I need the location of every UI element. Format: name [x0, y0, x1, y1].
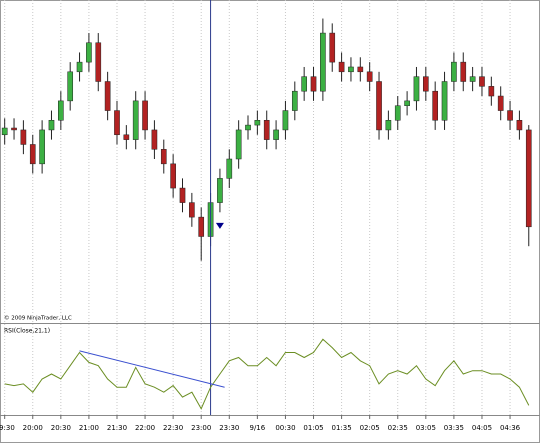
rsi-line — [4, 338, 530, 410]
candle-body — [291, 90, 298, 111]
candle-body — [348, 66, 354, 73]
candle-body — [441, 81, 448, 121]
candle-body — [170, 163, 176, 189]
x-tick-label: 22:30 — [163, 424, 183, 432]
copyright: © 2009 NinjaTrader, LLC — [4, 315, 72, 322]
candle-body — [67, 71, 74, 102]
candle-body — [432, 90, 439, 121]
candle-body — [376, 81, 382, 131]
x-tick-label: 23:00 — [191, 424, 211, 432]
trend-line — [79, 350, 225, 388]
candle-body — [460, 61, 467, 82]
x-tick-label: 02:05 — [360, 424, 380, 432]
x-tick-label: 01:05 — [303, 424, 323, 432]
candle-body — [198, 216, 205, 237]
candle-body — [104, 81, 111, 111]
candle-body — [525, 129, 532, 228]
x-tick-label: 00:30 — [275, 424, 295, 432]
x-tick-label: 04:05 — [472, 424, 492, 432]
candle-body — [320, 32, 326, 92]
candle-body — [254, 120, 261, 126]
candle-body — [132, 100, 139, 140]
x-tick-label: 22:00 — [135, 424, 155, 432]
candle-body — [451, 61, 457, 82]
candle-body — [422, 76, 429, 92]
x-tick-label: 20:00 — [23, 424, 43, 432]
candle-body — [95, 42, 102, 82]
x-tick-label: 9/16 — [249, 424, 265, 432]
candle-body — [1, 127, 8, 136]
candle-body — [366, 71, 373, 82]
candle-body — [310, 76, 317, 92]
x-tick-label: 02:35 — [388, 424, 408, 432]
x-tick-label: 03:35 — [444, 424, 464, 432]
candle-body — [11, 127, 17, 131]
candle-body — [39, 129, 45, 165]
candle-body — [151, 129, 158, 150]
candle-body — [404, 100, 410, 106]
candle-body — [357, 66, 364, 73]
candle-body — [488, 86, 495, 97]
indicator-title: RSI(Close,21,1) — [4, 328, 50, 335]
x-tick-label: 21:00 — [79, 424, 99, 432]
candle-body — [507, 110, 513, 121]
candle-body — [394, 105, 401, 121]
candle-body — [114, 110, 120, 136]
x-tick-label: 21:30 — [107, 424, 127, 432]
candle-body — [469, 76, 476, 82]
x-tick-label: 20:30 — [51, 424, 71, 432]
candle-body — [479, 76, 485, 87]
candle-body — [58, 100, 64, 121]
candle-body — [385, 120, 392, 131]
candle-body — [413, 76, 420, 102]
candle-body — [263, 120, 270, 140]
candle-body — [142, 100, 148, 131]
x-tick-label: 01:35 — [332, 424, 352, 432]
candle-body — [329, 32, 336, 63]
candle-body — [226, 158, 233, 179]
candle-body — [179, 187, 186, 203]
candle-body — [160, 149, 167, 165]
candle-body — [86, 42, 92, 63]
candle-body — [76, 61, 83, 73]
x-tick-label: 23:30 — [219, 424, 239, 432]
candle-body — [189, 202, 195, 218]
candle-body — [235, 129, 242, 160]
candle-body — [338, 61, 345, 73]
candle-body — [48, 120, 55, 131]
candle-body — [497, 95, 504, 111]
x-tick-label: 04:36 — [500, 424, 521, 432]
x-tick-label: 19:30 — [0, 424, 15, 432]
candle-body — [217, 178, 223, 203]
candle-body — [245, 124, 251, 131]
candle-body — [29, 144, 36, 165]
x-tick-label: 03:05 — [416, 424, 436, 432]
candle-body — [20, 129, 27, 145]
candle-body — [516, 120, 523, 131]
candle-body — [301, 76, 307, 92]
candle-body — [273, 129, 279, 140]
candle-body — [123, 134, 130, 140]
candle-body — [282, 110, 289, 131]
signal-marker — [215, 222, 224, 229]
